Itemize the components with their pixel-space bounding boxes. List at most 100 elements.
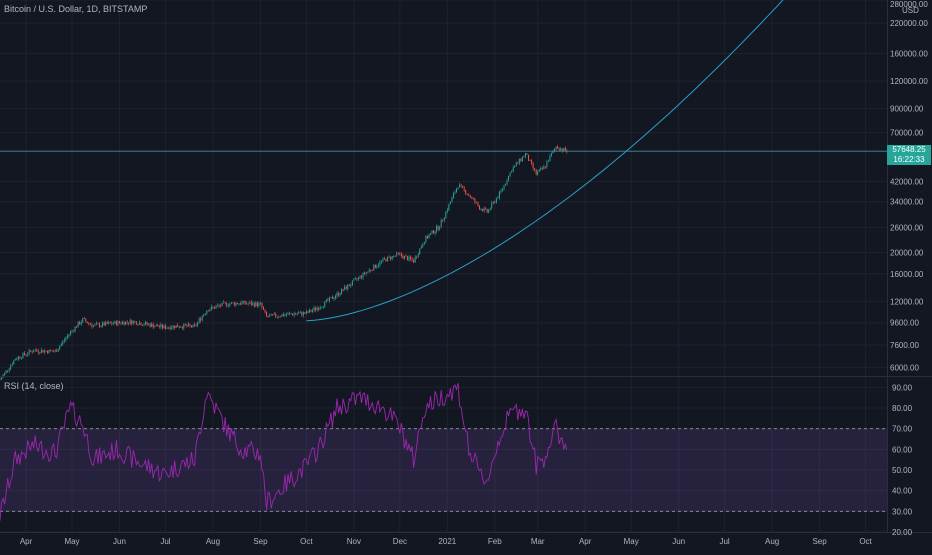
candle-body — [262, 307, 264, 310]
candle-body — [336, 292, 338, 297]
candle-body — [218, 305, 220, 307]
candle-body — [206, 310, 208, 314]
candle-body — [148, 323, 150, 325]
candle-body — [224, 302, 226, 304]
candle-body — [163, 325, 165, 328]
rsi-axis[interactable]: 90.00 80.00 70.00 60.00 50.00 40.00 30.00 20.00 — [892, 383, 913, 537]
candle-body — [279, 316, 281, 318]
candle-body — [118, 321, 120, 323]
candle-body — [452, 193, 454, 198]
candle-body — [247, 303, 249, 305]
candle-body — [244, 300, 246, 304]
candle-body — [316, 308, 318, 310]
price-tick-label: 6000.00 — [890, 364, 919, 373]
candle-body — [201, 316, 203, 321]
candle-body — [266, 311, 268, 317]
price-tick-label: 34000.00 — [890, 198, 924, 207]
candle-body — [186, 325, 188, 327]
candle-body — [333, 298, 335, 299]
candle-body — [258, 303, 260, 307]
candle-body — [123, 321, 125, 325]
candle-body — [181, 327, 183, 329]
candle-body — [465, 189, 467, 195]
candle-body — [517, 162, 519, 164]
rsi-legend[interactable]: RSI (14, close) — [4, 381, 64, 391]
candle-body — [382, 258, 384, 261]
candle-body — [86, 321, 88, 324]
candle-body — [37, 350, 39, 353]
rsi-tick-label: 60.00 — [892, 445, 913, 454]
candle-body — [112, 323, 114, 325]
candle-body — [364, 272, 366, 275]
candle-body — [390, 256, 392, 260]
candle-body — [520, 158, 522, 161]
candle-body — [431, 230, 433, 234]
candle-body — [321, 307, 323, 309]
candle-body — [480, 209, 482, 210]
candle-body — [30, 350, 32, 352]
candle-body — [287, 313, 289, 315]
candle-body — [350, 284, 352, 287]
time-tick-label: Jul — [719, 537, 729, 546]
candle-body — [169, 327, 171, 330]
candle-body — [426, 236, 428, 239]
candle-body — [250, 302, 252, 305]
candle-body — [479, 205, 481, 210]
candle-body — [229, 303, 231, 306]
candle-body — [546, 161, 548, 167]
candle-body — [184, 323, 186, 326]
candle-body — [538, 169, 540, 172]
candle-body — [82, 318, 84, 323]
candle-body — [43, 350, 45, 353]
candle-body — [223, 302, 225, 304]
symbol-title[interactable]: Bitcoin / U.S. Dollar, 1D, BITSTAMP — [4, 4, 148, 14]
candle-body — [462, 185, 464, 188]
candle-body — [552, 150, 554, 154]
price-axis[interactable]: 280000.00 220000.00 160000.00 120000.00 9000… — [890, 0, 928, 373]
time-tick-label: Sep — [812, 537, 827, 546]
candle-body — [477, 202, 479, 206]
candle-body — [370, 269, 372, 271]
candle-body — [278, 316, 280, 318]
candle-body — [521, 156, 523, 161]
candle-body — [246, 303, 248, 305]
candle-body — [16, 359, 18, 360]
candle-body — [362, 272, 364, 278]
candle-body — [261, 302, 263, 308]
candle-body — [5, 370, 7, 373]
time-tick-label: 2021 — [438, 537, 456, 546]
candle-body — [406, 256, 408, 261]
price-tick-label: 20000.00 — [890, 248, 924, 257]
candle-body — [24, 352, 26, 355]
candle-body — [471, 197, 473, 199]
rsi-band — [0, 428, 887, 512]
candle-body — [501, 189, 503, 191]
candle-body — [523, 156, 525, 158]
candle-body — [68, 334, 70, 336]
candle-body — [89, 323, 91, 325]
candle-body — [180, 327, 182, 328]
candle-body — [114, 321, 116, 324]
candle-body — [433, 230, 435, 234]
candle-body — [177, 325, 179, 327]
candle-body — [233, 302, 235, 306]
price-tick-label: 70000.00 — [890, 129, 924, 138]
time-tick-label: Aug — [765, 537, 779, 546]
candle-body — [174, 325, 176, 328]
candle-body — [10, 365, 12, 369]
candle-body — [509, 172, 511, 176]
parabolic-curve[interactable] — [306, 0, 789, 322]
last-price-badge: 57648.25 — [887, 145, 931, 156]
candle-body — [459, 184, 461, 188]
candle-body — [456, 188, 458, 193]
candle-body — [125, 321, 127, 325]
time-axis[interactable]: Apr May Jun Jul Aug Sep Oct Nov Dec 2021 Feb Mar Apr… — [20, 537, 873, 546]
candle-body — [475, 202, 477, 204]
candle-body — [457, 187, 459, 189]
candle-body — [318, 308, 320, 310]
candle-body — [296, 313, 298, 315]
candle-body — [60, 343, 62, 347]
candle-body — [220, 305, 222, 307]
